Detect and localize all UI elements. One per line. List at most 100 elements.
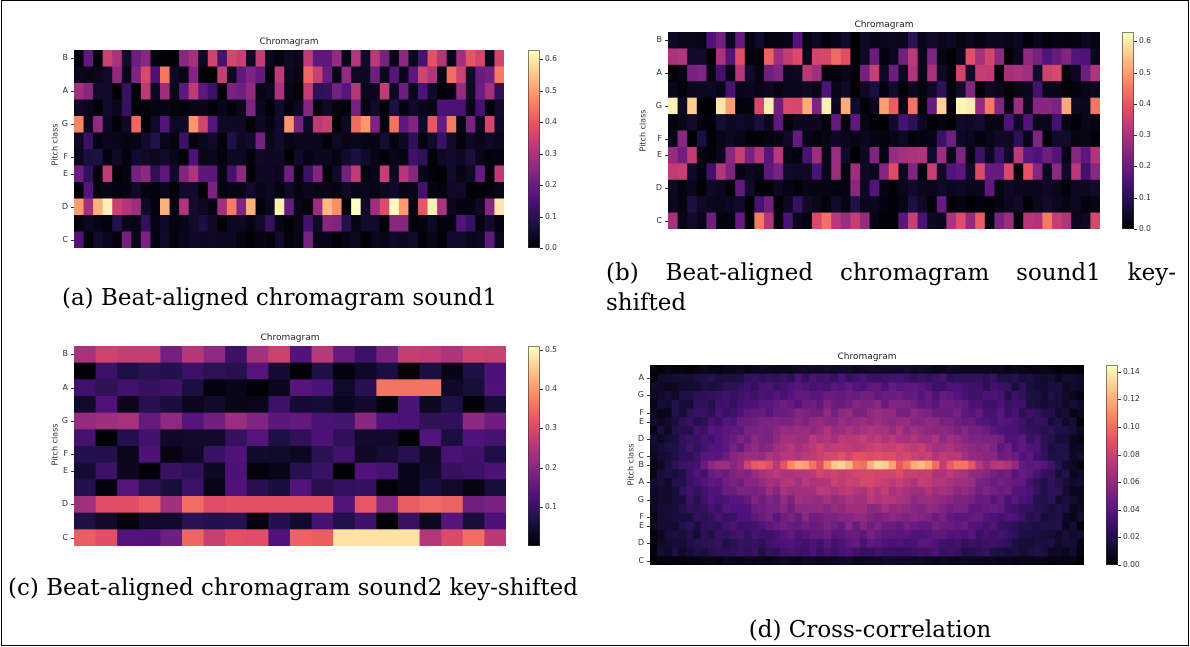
heatmap-cell <box>976 417 984 426</box>
heatmap-cell <box>932 408 940 417</box>
heatmap-cell <box>227 199 237 216</box>
heatmap-cell <box>722 478 730 487</box>
heatmap-cell <box>284 83 294 100</box>
heatmap-cell <box>312 496 334 513</box>
heatmap-cell <box>463 496 485 513</box>
heatmap-cell <box>870 213 880 229</box>
heatmap-cell <box>256 50 266 67</box>
heatmap-cell <box>961 365 969 374</box>
heatmap-cell <box>447 215 457 232</box>
heatmap-cell <box>932 374 940 383</box>
heatmap-cell <box>122 83 132 100</box>
heatmap-cell <box>751 365 759 374</box>
heatmap-cell <box>976 426 984 435</box>
heatmap-cell <box>730 374 738 383</box>
heatmap-cell <box>290 429 312 446</box>
heatmap-cell <box>867 400 875 409</box>
colorbar-tick-label: 0.04 <box>1123 505 1140 514</box>
heatmap-cell <box>990 556 998 565</box>
heatmap-cell <box>322 116 332 133</box>
heatmap-cell <box>701 478 709 487</box>
heatmap-cell <box>1023 114 1033 131</box>
heatmap-cell <box>494 232 504 249</box>
heatmap-cell <box>845 400 853 409</box>
colorbar-tick-label: 0.2 <box>1139 161 1151 170</box>
heatmap-cell <box>706 114 716 131</box>
heatmap-cell <box>93 67 103 84</box>
heatmap-cell <box>759 426 767 435</box>
heatmap-cell <box>824 452 832 461</box>
heatmap-cell <box>687 98 697 115</box>
heatmap-cell <box>198 67 208 84</box>
heatmap-cell <box>664 522 672 531</box>
heatmap-cell <box>845 365 853 374</box>
heatmap-cell <box>672 522 680 531</box>
heatmap-cell <box>342 100 352 117</box>
heatmap-cell <box>985 163 995 180</box>
heatmap-cell <box>1081 114 1091 131</box>
heatmap-cell <box>1077 478 1084 487</box>
heatmap-cell <box>112 199 122 216</box>
heatmap-cell <box>268 413 290 430</box>
heatmap-cell <box>182 379 204 396</box>
heatmap-cell <box>850 163 860 180</box>
heatmap-cell <box>246 199 256 216</box>
heatmap-cell <box>437 133 447 150</box>
heatmap-cell <box>441 513 463 530</box>
heatmap-cell <box>428 133 438 150</box>
heatmap-cell <box>139 446 161 463</box>
heatmap-cell <box>754 98 764 115</box>
heatmap-cell <box>898 65 908 82</box>
heatmap-cell <box>679 382 687 391</box>
heatmap-cell <box>204 346 226 363</box>
heatmap-cell <box>968 400 976 409</box>
heatmap-cell <box>103 100 113 117</box>
heatmap-cell <box>918 435 926 444</box>
colorbar-tick-mark <box>540 389 543 390</box>
heatmap-cell <box>189 199 199 216</box>
heatmap-cell <box>773 426 781 435</box>
heatmap-cell <box>275 67 285 84</box>
heatmap-cell <box>1081 48 1091 65</box>
heatmap-cell <box>715 382 723 391</box>
colorbar-tick-mark <box>540 185 543 186</box>
heatmap-cell <box>1041 382 1049 391</box>
heatmap-cell <box>874 495 882 504</box>
heatmap-cell <box>881 548 889 557</box>
heatmap-cell <box>983 487 991 496</box>
heatmap-cell <box>398 529 420 546</box>
heatmap-cell <box>484 446 506 463</box>
heatmap-cell <box>927 48 937 65</box>
heatmap-cell <box>867 452 875 461</box>
heatmap-cell <box>189 232 199 249</box>
heatmap-cell <box>408 215 418 232</box>
heatmap-cell <box>170 100 180 117</box>
heatmap-cell <box>204 479 226 496</box>
heatmap-cell <box>715 513 723 522</box>
heatmap-cell <box>966 131 976 148</box>
heatmap-cell <box>170 182 180 199</box>
heatmap-cell <box>420 529 442 546</box>
heatmap-cell <box>968 504 976 513</box>
heatmap-cell <box>947 461 955 470</box>
heatmap-cell <box>679 513 687 522</box>
heatmap-cell <box>954 417 962 426</box>
heatmap-cell <box>831 478 839 487</box>
heatmap-cell <box>898 48 908 65</box>
heatmap-cell <box>994 114 1004 131</box>
heatmap-cell <box>1033 374 1041 383</box>
heatmap-cell <box>889 443 897 452</box>
heatmap-cell <box>903 513 911 522</box>
heatmap-cell <box>182 529 204 546</box>
heatmap-cell <box>708 408 716 417</box>
heatmap-cell <box>294 182 304 199</box>
heatmap-cell <box>484 479 506 496</box>
heatmap-cell <box>735 180 745 197</box>
heatmap-cell <box>1062 452 1070 461</box>
heatmap-cell <box>841 65 851 82</box>
heatmap-cell <box>881 469 889 478</box>
heatmap-cell <box>672 365 680 374</box>
heatmap-cell <box>494 133 504 150</box>
heatmap-cell <box>737 382 745 391</box>
heatmap-cell <box>881 487 889 496</box>
